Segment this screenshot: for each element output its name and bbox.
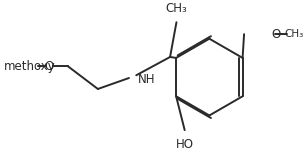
Text: CH₃: CH₃ <box>166 2 187 15</box>
Text: methoxy: methoxy <box>3 60 55 73</box>
Text: NH: NH <box>138 73 155 86</box>
Text: O: O <box>271 28 281 41</box>
Text: CH₃: CH₃ <box>285 29 304 39</box>
Text: HO: HO <box>176 138 194 151</box>
Text: O: O <box>45 60 54 73</box>
